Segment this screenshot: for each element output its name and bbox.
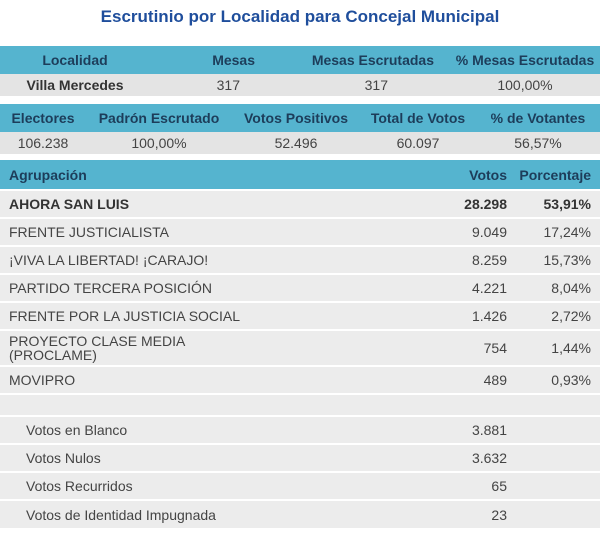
other-votes-name: Votos de Identidad Impugnada bbox=[0, 499, 440, 528]
value-total-votos: 60.097 bbox=[396, 135, 440, 151]
party-pct: 17,24% bbox=[516, 217, 600, 246]
table-row: AHORA SAN LUIS 28.298 53,91% bbox=[0, 189, 600, 218]
party-name: PROYECTO CLASE MEDIA (PROCLAME) bbox=[0, 329, 440, 366]
header-electores: Electores bbox=[11, 110, 75, 126]
party-pct: 1,44% bbox=[516, 329, 600, 366]
table-row: Votos Recurridos 65 bbox=[0, 471, 600, 500]
party-name: AHORA SAN LUIS bbox=[0, 189, 440, 218]
header-pct-mesas-escrutadas: % Mesas Escrutadas bbox=[455, 52, 595, 68]
value-pct-votantes: 56,57% bbox=[514, 135, 562, 151]
voters-summary-table: Electores Padrón Escrutado Votos Positiv… bbox=[0, 104, 600, 154]
value-electores: 106.238 bbox=[17, 135, 69, 151]
header-mesas: Mesas bbox=[212, 52, 255, 68]
table-row: Votos de Identidad Impugnada 23 bbox=[0, 499, 600, 528]
voters-summary-row: 106.238 100,00% 52.496 60.097 56,57% bbox=[0, 132, 600, 154]
table-row: ¡VIVA LA LIBERTAD! ¡CARAJO! 8.259 15,73% bbox=[0, 245, 600, 274]
header-mesas-escrutadas: Mesas Escrutadas bbox=[311, 52, 434, 68]
locality-summary-table: Localidad Mesas Mesas Escrutadas % Mesas… bbox=[0, 46, 600, 96]
locality-summary-header: Localidad Mesas Mesas Escrutadas % Mesas… bbox=[0, 46, 600, 74]
voters-summary-header: Electores Padrón Escrutado Votos Positiv… bbox=[0, 104, 600, 132]
results-header: Agrupación Votos Porcentaje bbox=[0, 160, 600, 190]
other-votes-name: Votos Recurridos bbox=[0, 471, 440, 500]
header-padron-escrutado: Padrón Escrutado bbox=[98, 110, 220, 126]
party-votes: 9.049 bbox=[440, 217, 516, 246]
header-agrupacion: Agrupación bbox=[9, 166, 87, 183]
party-pct: 8,04% bbox=[516, 273, 600, 302]
party-pct: 53,91% bbox=[516, 189, 600, 218]
party-name: FRENTE POR LA JUSTICIA SOCIAL bbox=[0, 301, 440, 330]
header-votos-positivos: Votos Positivos bbox=[244, 110, 348, 126]
party-votes: 1.426 bbox=[440, 301, 516, 330]
header-porcentaje: Porcentaje bbox=[519, 166, 591, 183]
party-name: FRENTE JUSTICIALISTA bbox=[0, 217, 440, 246]
table-row: Votos Nulos 3.632 bbox=[0, 443, 600, 472]
party-pct: 0,93% bbox=[516, 365, 600, 394]
party-votes: 754 bbox=[440, 329, 516, 366]
table-row: Votos en Blanco 3.881 bbox=[0, 415, 600, 444]
party-votes: 28.298 bbox=[440, 189, 516, 218]
other-votes-count: 65 bbox=[440, 471, 516, 500]
table-row: FRENTE POR LA JUSTICIA SOCIAL 1.426 2,72… bbox=[0, 301, 600, 330]
party-name: ¡VIVA LA LIBERTAD! ¡CARAJO! bbox=[0, 245, 440, 274]
party-name: MOVIPRO bbox=[0, 365, 440, 394]
locality-summary-row: Villa Mercedes 317 317 100,00% bbox=[0, 74, 600, 96]
value-mesas-escrutadas: 317 bbox=[364, 77, 388, 93]
other-votes-count: 3.881 bbox=[440, 415, 516, 444]
value-padron-escrutado: 100,00% bbox=[131, 135, 187, 151]
results-table: Agrupación Votos Porcentaje AHORA SAN LU… bbox=[0, 160, 600, 528]
other-votes-name: Votos Nulos bbox=[0, 443, 440, 472]
party-name: PARTIDO TERCERA POSICIÓN bbox=[0, 273, 440, 302]
table-row: MOVIPRO 489 0,93% bbox=[0, 365, 600, 394]
value-votos-positivos: 52.496 bbox=[274, 135, 318, 151]
table-row: PROYECTO CLASE MEDIA (PROCLAME) 754 1,44… bbox=[0, 329, 600, 366]
value-pct-mesas-escrutadas: 100,00% bbox=[497, 77, 553, 93]
value-mesas: 317 bbox=[216, 77, 240, 93]
party-pct: 2,72% bbox=[516, 301, 600, 330]
spacer-row bbox=[0, 393, 600, 416]
other-votes-count: 23 bbox=[440, 499, 516, 528]
other-votes-count: 3.632 bbox=[440, 443, 516, 472]
header-total-votos: Total de Votos bbox=[370, 110, 466, 126]
table-row: PARTIDO TERCERA POSICIÓN 4.221 8,04% bbox=[0, 273, 600, 302]
other-votes-name: Votos en Blanco bbox=[0, 415, 440, 444]
value-localidad: Villa Mercedes bbox=[26, 77, 124, 93]
header-pct-votantes: % de Votantes bbox=[490, 110, 586, 126]
party-votes: 489 bbox=[440, 365, 516, 394]
table-row: FRENTE JUSTICIALISTA 9.049 17,24% bbox=[0, 217, 600, 246]
page-title: Escrutinio por Localidad para Concejal M… bbox=[100, 7, 500, 26]
party-votes: 4.221 bbox=[440, 273, 516, 302]
header-localidad: Localidad bbox=[42, 52, 108, 68]
party-votes: 8.259 bbox=[440, 245, 516, 274]
header-votos: Votos bbox=[469, 166, 507, 183]
party-pct: 15,73% bbox=[516, 245, 600, 274]
